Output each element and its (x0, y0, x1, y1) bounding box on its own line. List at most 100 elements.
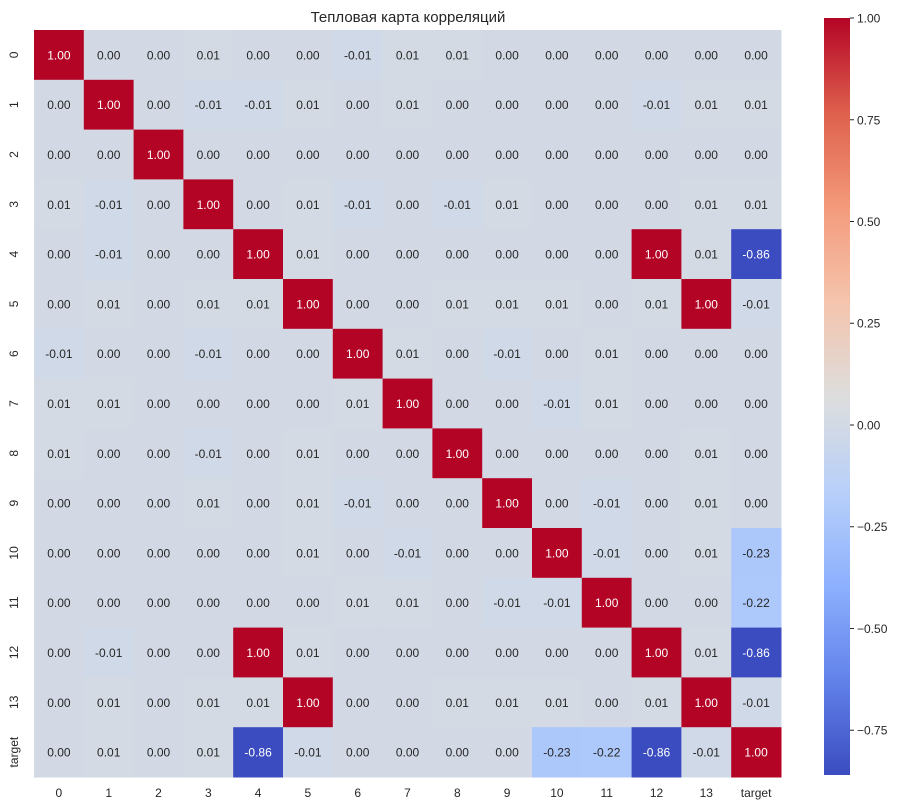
colorbar-tick-label: −0.25 (857, 520, 888, 534)
heatmap-cell (432, 528, 483, 579)
x-tick-label: 0 (56, 786, 63, 800)
heatmap-cell-value: 0.01 (296, 447, 320, 461)
heatmap-cell (631, 279, 682, 330)
heatmap-cell (34, 30, 85, 81)
heatmap-cell-value: 0.00 (495, 746, 519, 760)
heatmap-cell (233, 478, 284, 529)
heatmap-cell-value: 0.00 (97, 48, 121, 62)
heatmap-cell (631, 627, 682, 678)
heatmap-cell (283, 179, 334, 230)
heatmap-cell-value: 0.01 (246, 696, 270, 710)
heatmap-cell (332, 30, 384, 81)
x-tick-label: 12 (650, 786, 664, 800)
heatmap-cell-value: 0.01 (47, 447, 71, 461)
heatmap-cell-value: 0.00 (695, 397, 719, 411)
heatmap-cell-value: 0.00 (396, 746, 420, 760)
heatmap-cell-value: -0.01 (244, 98, 272, 112)
heatmap-cell-value: 0.00 (296, 596, 320, 610)
colorbar-tick-label: −0.50 (857, 622, 888, 636)
heatmap-cell-value: -0.23 (543, 746, 571, 760)
heatmap-cell-value: 1.00 (296, 696, 320, 710)
heatmap-cell-value: 0.00 (246, 347, 270, 361)
heatmap-cell (731, 179, 782, 230)
heatmap-cell-value: 0.00 (645, 397, 669, 411)
heatmap-cell-value: 0.00 (495, 148, 519, 162)
heatmap-cell (283, 79, 334, 131)
heatmap-cell-value: 0.00 (296, 397, 320, 411)
heatmap-cell-value: 0.00 (396, 148, 420, 162)
heatmap-cell-value: 0.01 (197, 497, 221, 511)
heatmap-cell-value: 0.00 (595, 646, 619, 660)
heatmap-cell (532, 279, 583, 330)
heatmap-cell (382, 378, 433, 429)
heatmap-cell-value: 0.00 (346, 148, 370, 162)
heatmap-cell-value: -0.01 (344, 497, 372, 511)
heatmap-cell (382, 30, 433, 81)
heatmap-cell-value: 0.00 (396, 248, 420, 262)
heatmap-cell (681, 727, 732, 778)
heatmap-cell-value: 0.00 (446, 248, 470, 262)
heatmap-cell (34, 627, 85, 678)
heatmap-cell (532, 229, 583, 280)
heatmap-cell-value: 0.00 (446, 596, 470, 610)
heatmap-cell (34, 179, 85, 230)
heatmap-cell-value: 0.00 (645, 48, 669, 62)
heatmap-cell (83, 279, 135, 330)
heatmap-cell (133, 129, 184, 180)
heatmap-cell-value: 0.00 (47, 746, 71, 760)
heatmap-cell (233, 129, 284, 180)
heatmap-cell-value: 0.01 (197, 48, 221, 62)
heatmap-cell (731, 30, 782, 81)
heatmap-cell-value: 0.00 (545, 347, 569, 361)
heatmap-cell (482, 30, 533, 81)
heatmap-cell-value: 0.00 (296, 48, 320, 62)
heatmap-cell (233, 727, 284, 778)
heatmap-cell (133, 229, 184, 280)
heatmap-cell (382, 528, 433, 579)
heatmap-cell-value: 0.00 (47, 297, 71, 311)
heatmap-cell (731, 528, 782, 579)
heatmap-cell (681, 478, 732, 529)
heatmap-cell (532, 577, 583, 629)
heatmap-cell-value: 0.00 (495, 447, 519, 461)
heatmap-cell (581, 30, 633, 81)
heatmap-cell-value: 0.01 (695, 497, 719, 511)
heatmap-cell (133, 727, 184, 778)
heatmap-cell (332, 528, 384, 579)
heatmap-cell (133, 478, 184, 529)
heatmap-cell-value: 0.01 (97, 696, 121, 710)
heatmap-cell-value: 0.00 (97, 546, 121, 560)
heatmap-cell (183, 677, 234, 728)
heatmap-cell-value: 0.00 (47, 497, 71, 511)
heatmap-cell (283, 378, 334, 429)
heatmap-cell (133, 79, 184, 131)
heatmap-cell (332, 577, 384, 629)
heatmap-cell-value: -0.01 (95, 248, 123, 262)
heatmap-cell (681, 129, 732, 180)
heatmap-cell-value: -0.22 (742, 596, 770, 610)
heatmap-cell-value: 0.00 (396, 447, 420, 461)
heatmap-cell (233, 229, 284, 280)
heatmap-cell-value: 0.01 (495, 198, 519, 212)
heatmap-cell-value: 1.00 (246, 646, 270, 660)
heatmap-cell-value: 0.00 (396, 497, 420, 511)
heatmap-cell-value: 0.00 (346, 248, 370, 262)
heatmap-cell-value: 1.00 (97, 98, 121, 112)
heatmap-cell (34, 79, 85, 131)
heatmap-cell (482, 478, 533, 529)
heatmap-cell-value: 0.01 (446, 48, 470, 62)
x-tick-label: target (741, 786, 772, 800)
colorbar-tick-label: 0.75 (857, 113, 881, 127)
heatmap-cell (133, 279, 184, 330)
heatmap-cell-value: 0.00 (147, 447, 171, 461)
heatmap-cell (432, 129, 483, 180)
heatmap-cell (382, 129, 433, 180)
heatmap-cell-value: 0.00 (296, 148, 320, 162)
heatmap-cell-value: 0.01 (296, 497, 320, 511)
heatmap-cell-value: -0.01 (444, 198, 472, 212)
heatmap-cell (83, 627, 135, 678)
heatmap-cell-value: 0.00 (246, 48, 270, 62)
heatmap-cell (482, 378, 533, 429)
heatmap-cell-value: 0.00 (147, 198, 171, 212)
heatmap-cell (34, 378, 85, 429)
